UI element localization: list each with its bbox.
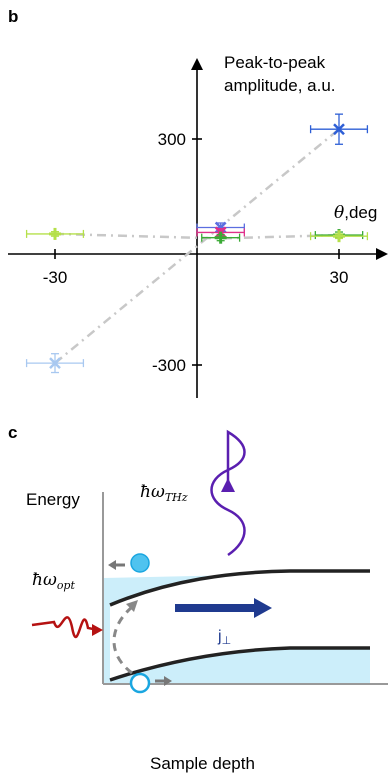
x-axis-label: θ,deg bbox=[334, 203, 377, 223]
x-marker bbox=[333, 123, 345, 136]
x-marker bbox=[214, 221, 227, 234]
y-axis-label-line2: amplitude, a.u. bbox=[224, 76, 336, 95]
y-tick-label: -300 bbox=[152, 356, 186, 375]
x-axis-symbol: θ bbox=[334, 203, 344, 223]
band-gap-region bbox=[110, 571, 370, 680]
electron-drift-arrowhead bbox=[108, 560, 116, 570]
optical-subscript: opt bbox=[57, 579, 76, 592]
optical-symbol: ħω bbox=[32, 570, 57, 590]
current-label: j⊥ bbox=[217, 628, 231, 647]
x-tick-label: -30 bbox=[43, 268, 68, 287]
excitation-arrowhead bbox=[126, 600, 138, 612]
x-marker bbox=[49, 357, 61, 370]
x-axis-unit: ,deg bbox=[344, 203, 377, 222]
x-tick-label: 30 bbox=[330, 268, 349, 287]
energy-label: Energy bbox=[26, 490, 80, 509]
electron-circle bbox=[130, 553, 150, 573]
data-point bbox=[309, 230, 369, 243]
thz-label: ħωTHz bbox=[140, 482, 188, 504]
valence-band-line bbox=[109, 646, 370, 682]
scatter-chart: Peak-to-peak amplitude, a.u. θ,deg -30 30… bbox=[8, 53, 388, 398]
thz-arrowhead bbox=[221, 478, 235, 492]
x-axis-arrow bbox=[376, 248, 388, 260]
panel-b-label: b bbox=[8, 7, 18, 26]
band-diagram: Energy Sample depth ħωTHz ħωopt bbox=[26, 429, 388, 773]
current-subscript: ⊥ bbox=[222, 635, 232, 647]
current-symbol: j bbox=[217, 628, 222, 645]
current-arrowhead bbox=[254, 598, 272, 618]
conduction-band-line bbox=[109, 569, 370, 607]
y-axis-label-line1: Peak-to-peak bbox=[224, 53, 326, 72]
thz-wave bbox=[210, 429, 246, 557]
data-point bbox=[25, 227, 85, 240]
depth-axis-label: Sample depth bbox=[150, 754, 255, 773]
data-point bbox=[25, 353, 85, 374]
optical-label: ħωopt bbox=[32, 570, 75, 592]
thz-symbol: ħω bbox=[140, 482, 165, 502]
hole-circle bbox=[129, 672, 151, 694]
trend-line bbox=[54, 128, 340, 365]
data-point bbox=[201, 231, 241, 244]
thz-subscript: THz bbox=[165, 491, 188, 504]
optical-pulse-arrowhead bbox=[92, 624, 103, 636]
panel-c-label: c bbox=[8, 423, 17, 442]
optical-pulse-wave bbox=[31, 616, 99, 639]
hole-drift-arrowhead bbox=[164, 676, 172, 686]
y-tick-label: 300 bbox=[158, 130, 186, 149]
data-point bbox=[309, 113, 369, 145]
y-axis-arrow bbox=[191, 58, 203, 70]
